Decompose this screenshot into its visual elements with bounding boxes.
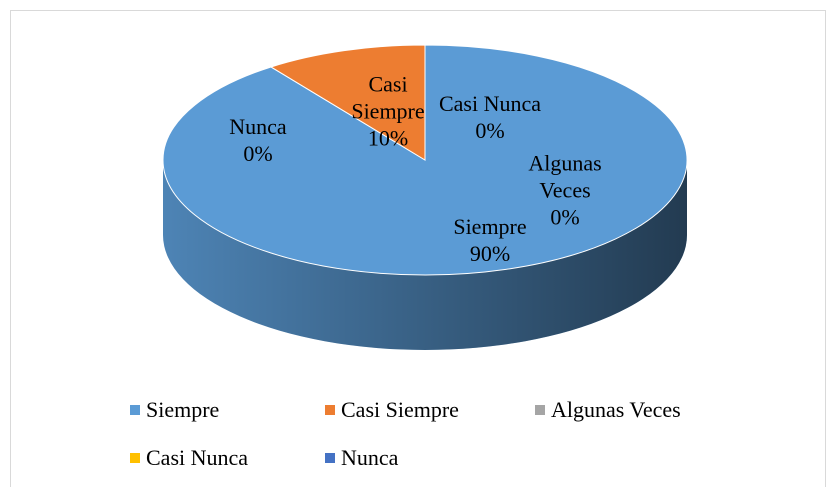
data-label-value: 90% [469, 241, 511, 266]
legend-item: Nunca [325, 445, 398, 471]
legend-swatch [130, 452, 140, 463]
legend-swatch [325, 404, 335, 415]
legend-item: Casi Siempre [325, 397, 459, 423]
legend-item: Algunas Veces [535, 397, 681, 423]
data-label-category: Algunas Veces [528, 150, 602, 203]
data-label: Casi Siempre 10% [348, 71, 428, 152]
data-label-value: 0% [475, 118, 505, 143]
data-label-category: Casi Nunca [438, 91, 542, 116]
data-label: Nunca 0% [218, 113, 298, 167]
legend-swatch [325, 452, 335, 463]
legend-item: Siempre [130, 397, 219, 423]
data-label-category: Siempre [453, 214, 527, 239]
data-label-value: 10% [367, 125, 409, 151]
chart-border [10, 10, 826, 487]
slice [269, 44, 426, 161]
data-label: Casi Nunca 0% [435, 90, 545, 144]
legend-label: Nunca [341, 445, 399, 470]
slice-side-shade [163, 160, 687, 350]
data-label-category: Casi Siempre [351, 71, 425, 124]
data-label-category: Nunca [229, 114, 287, 139]
legend-label: Casi Nunca [146, 445, 249, 470]
data-label-value: 0% [550, 204, 580, 230]
data-label-value: 0% [243, 141, 273, 166]
data-label: Siempre 90% [450, 213, 530, 267]
legend-swatch [130, 404, 140, 415]
legend-label: Algunas Veces [551, 397, 681, 422]
data-label: Algunas Veces 0% [510, 150, 620, 231]
legend-item: Casi Nunca [130, 445, 248, 471]
legend-label: Siempre [146, 397, 220, 422]
legend-label: Casi Siempre [341, 397, 459, 422]
legend-swatch [535, 404, 545, 415]
